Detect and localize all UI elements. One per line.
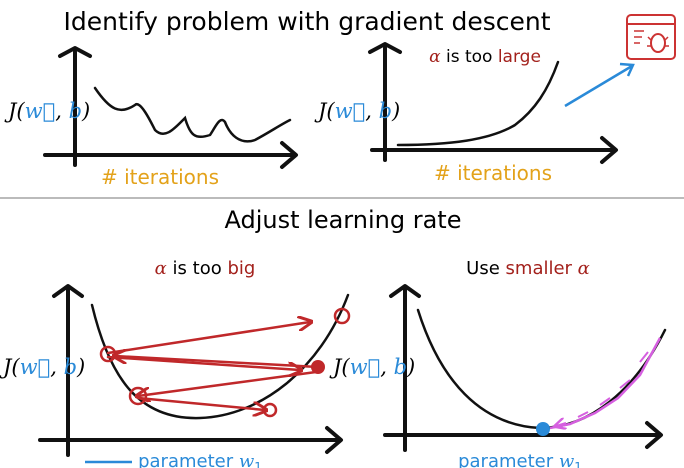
text-part: J( — [329, 355, 350, 379]
x-label: parameter w1 — [458, 451, 582, 468]
bottom-right-plot: Use smaller α J(w⃗, b) parameter w1 — [329, 258, 667, 468]
pointer-arrowhead — [619, 62, 635, 77]
y-label: J(w⃗, b) — [329, 355, 415, 379]
text-part: smaller — [506, 258, 578, 279]
text-part: ) — [391, 99, 400, 123]
top-right-plot: α is too large J(w⃗, b) # iterations — [314, 42, 618, 185]
text-part: α — [429, 47, 441, 67]
text-part: w⃗ — [20, 355, 51, 379]
text-part: , — [365, 99, 378, 123]
text-part: b — [69, 99, 82, 123]
text-part: J( — [0, 355, 20, 379]
text-part: w⃗ — [335, 99, 366, 123]
text-part: ) — [76, 355, 85, 379]
pointer-arrow — [564, 64, 633, 108]
text-part: α — [578, 258, 590, 279]
text-part: big — [227, 258, 255, 279]
x-label: # iterations — [101, 165, 219, 189]
y-label: J(w⃗, b) — [4, 99, 90, 123]
text-part: w — [559, 451, 575, 468]
text-part: parameter — [138, 451, 239, 468]
section-title: Adjust learning rate — [225, 206, 462, 234]
text-part: ) — [81, 99, 90, 123]
title: Identify problem with gradient descent — [64, 7, 551, 36]
step-arrows — [556, 351, 649, 426]
text-part: parameter — [458, 451, 559, 468]
x-label: # iterations — [434, 161, 552, 185]
text-part: J( — [4, 99, 25, 123]
text-part: is too — [441, 47, 498, 67]
caption: α is too big — [155, 258, 256, 279]
x-label: parameter w1 — [138, 451, 262, 468]
text-part: , — [380, 355, 393, 379]
caption: Use smaller α — [466, 258, 590, 279]
text-part: ) — [406, 355, 415, 379]
y-label: J(w⃗, b) — [314, 99, 400, 123]
text-part: , — [50, 355, 63, 379]
text-part: J( — [314, 99, 335, 123]
text-part: b — [64, 355, 77, 379]
annotation: α is too large — [429, 47, 541, 67]
text-part: large — [498, 47, 541, 67]
text-part: Use — [466, 258, 505, 279]
small-steps — [549, 337, 662, 430]
text-part: b — [394, 355, 407, 379]
text-part: b — [379, 99, 392, 123]
text-part: w⃗ — [25, 99, 56, 123]
y-label: J(w⃗, b) — [0, 355, 85, 379]
text-part: is too — [167, 258, 228, 279]
text-part: α — [155, 258, 167, 279]
text-part: , — [55, 99, 68, 123]
top-left-plot: J(w⃗, b) # iterations — [4, 46, 298, 189]
text-part: w⃗ — [350, 355, 381, 379]
text-part: 1 — [574, 460, 582, 468]
bottom-left-plot: α is too big J(w⃗, b) parameter w1 — [0, 258, 351, 468]
text-part: w — [239, 451, 255, 468]
minimum — [536, 422, 550, 436]
bug-icon — [626, 14, 676, 60]
text-part: 1 — [254, 460, 262, 468]
